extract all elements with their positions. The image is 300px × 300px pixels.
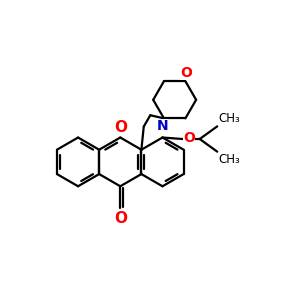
Text: O: O — [114, 211, 127, 226]
Text: CH₃: CH₃ — [218, 153, 240, 166]
Text: O: O — [183, 131, 195, 146]
Text: O: O — [180, 66, 192, 80]
Text: CH₃: CH₃ — [218, 112, 240, 125]
Text: O: O — [114, 120, 127, 135]
Text: N: N — [157, 119, 168, 133]
